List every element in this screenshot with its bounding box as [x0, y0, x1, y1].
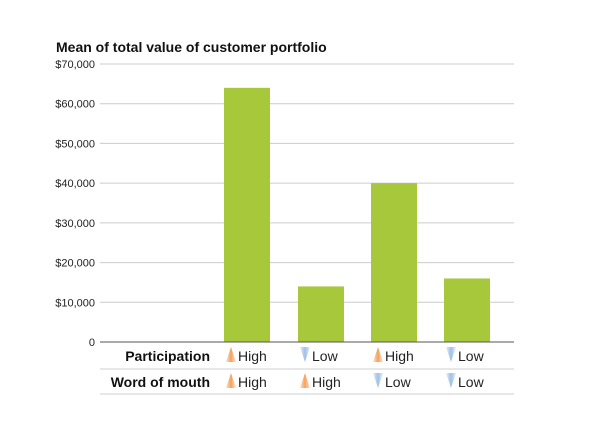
y-tick-label: $60,000 [55, 99, 95, 111]
factor-level-label: High [385, 348, 414, 364]
y-tick-label: $70,000 [55, 59, 95, 71]
down-triangle-icon [446, 373, 456, 388]
up-triangle-icon [373, 347, 383, 362]
factor-row-label: Word of mouth [111, 374, 210, 390]
factor-level-label: Low [312, 348, 339, 364]
factor-level-label: High [238, 348, 267, 364]
y-tick-label: $40,000 [55, 178, 95, 190]
factor-row-label: Participation [125, 348, 210, 364]
bars [224, 87, 490, 342]
gridlines [100, 63, 514, 303]
y-tick-label: $20,000 [55, 258, 95, 270]
y-tick-label: $10,000 [55, 297, 95, 309]
factor-level-label: High [238, 374, 267, 390]
bar [298, 286, 344, 342]
factor-level-label: Low [458, 348, 485, 364]
down-triangle-icon [446, 347, 456, 362]
y-tick-label: $50,000 [55, 138, 95, 150]
chart-title: Mean of total value of customer portfoli… [56, 39, 327, 55]
factor-level-label: Low [458, 374, 485, 390]
down-triangle-icon [373, 373, 383, 388]
bar [371, 183, 417, 342]
y-axis-tick-labels: $70,000 $60,000 $50,000 $40,000 $30,000 $20,0… [55, 59, 95, 349]
factor-level-label: Low [385, 374, 412, 390]
up-triangle-icon [300, 373, 310, 388]
up-triangle-icon [226, 347, 236, 362]
factor-level-label: High [312, 374, 341, 390]
up-triangle-icon [226, 373, 236, 388]
bar [444, 278, 490, 342]
bar [224, 87, 270, 342]
y-tick-label: 0 [89, 337, 95, 349]
y-tick-label: $30,000 [55, 218, 95, 230]
down-triangle-icon [300, 347, 310, 362]
factor-table: Participation High Low High Low Word of mouth… [111, 347, 485, 390]
